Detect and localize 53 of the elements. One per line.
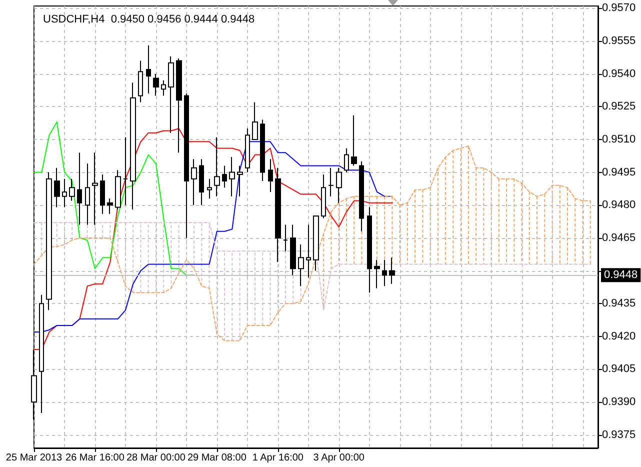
x-tick-label: 1 Apr 16:00 — [252, 452, 304, 464]
y-tick-label: 0.9510 — [602, 133, 636, 146]
candlestick — [328, 167, 334, 197]
candlestick — [54, 167, 60, 208]
ref-line-label: 0.9448 — [604, 269, 638, 282]
candlestick — [229, 156, 235, 197]
x-tick-label: 3 Apr 00:00 — [313, 452, 365, 464]
candlestick — [39, 294, 44, 414]
candlestick — [168, 56, 174, 134]
x-tick-label: 25 Mar 2013 — [6, 452, 63, 464]
x-tick-label: 28 Mar 00:00 — [126, 452, 186, 464]
candlestick — [191, 158, 197, 206]
candlestick — [313, 216, 319, 272]
candlestick — [100, 174, 105, 214]
candlestick — [123, 136, 128, 206]
candlestick — [138, 60, 143, 103]
candlestick — [321, 174, 326, 219]
candlestick — [222, 165, 227, 188]
y-tick-label: 0.9405 — [602, 363, 636, 376]
y-tick-label: 0.9420 — [602, 330, 636, 342]
y-tick-label: 0.9555 — [602, 35, 636, 48]
y-tick-label: 0.9465 — [602, 232, 636, 244]
candlestick — [107, 198, 113, 214]
candlestick — [130, 82, 136, 210]
y-tick-label: 0.9390 — [602, 396, 636, 408]
candlestick — [344, 148, 349, 173]
line-series — [34, 121, 195, 276]
x-tick-label: 26 Mar 16:00 — [66, 452, 125, 464]
y-tick-label: 0.9495 — [602, 166, 636, 178]
candlestick — [252, 102, 258, 140]
candlestick — [146, 44, 151, 94]
y-tick-label: 0.9540 — [602, 68, 636, 80]
candlestick — [69, 178, 75, 202]
text: USDCHF,H4 0.9450 0.9456 0.9444 0.9448 — [43, 14, 255, 26]
candlestick — [260, 119, 265, 182]
candlestick — [176, 58, 182, 154]
candlestick — [207, 178, 212, 200]
candlestick — [245, 128, 250, 173]
y-tick-label: 0.9480 — [602, 199, 636, 212]
candlestick — [214, 136, 220, 197]
y-tick-label: 0.9570 — [602, 2, 636, 14]
x-tick-label: 29 Mar 08:00 — [187, 452, 247, 464]
candlestick — [237, 165, 243, 197]
candlestick — [199, 158, 204, 206]
candlestick — [115, 170, 121, 210]
y-tick-label: 0.9525 — [602, 100, 636, 113]
candlestick — [161, 80, 166, 96]
y-tick-label: 0.9435 — [602, 298, 636, 310]
y-tick-label: 0.9375 — [602, 428, 636, 441]
candlestick — [268, 158, 273, 192]
candlestick — [351, 114, 357, 166]
candlestick — [153, 73, 159, 96]
candlestick — [62, 178, 67, 208]
